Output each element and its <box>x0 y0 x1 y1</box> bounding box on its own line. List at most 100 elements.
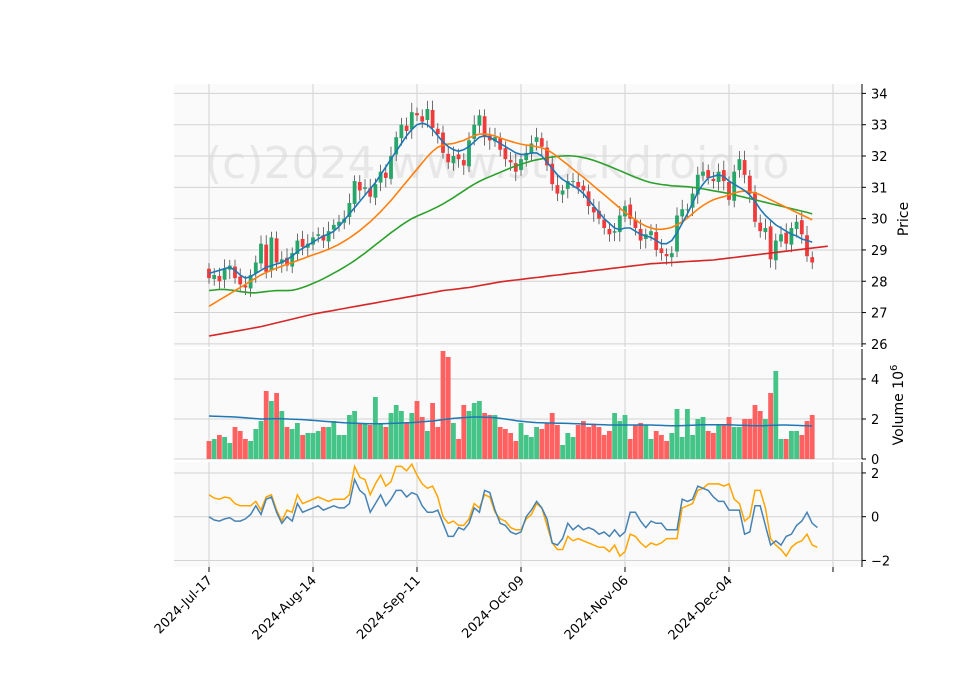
volume-bar <box>570 437 576 459</box>
price-axis-tick-label: 31 <box>871 181 888 196</box>
candle-down <box>768 226 773 260</box>
x-axis-tick-label: 2024-Aug-14 <box>250 573 320 643</box>
volume-bar <box>497 427 503 459</box>
candle-down <box>747 175 752 194</box>
volume-bar <box>471 403 477 459</box>
x-axis-tick-label: 2024-Sep-11 <box>354 573 424 643</box>
candle-down <box>274 238 279 263</box>
volume-bar <box>690 435 695 459</box>
candle-down <box>357 181 362 191</box>
candle-up <box>295 240 300 255</box>
price-axis-tick-label: 32 <box>871 150 888 165</box>
volume-bar <box>315 431 321 459</box>
candle-down <box>233 266 237 279</box>
volume-bar <box>440 351 446 459</box>
volume-bar <box>544 423 550 459</box>
volume-bar <box>700 417 706 459</box>
candle-up <box>253 262 258 274</box>
candle-up <box>279 259 284 264</box>
volume-bar <box>211 439 217 459</box>
price-axis-tick-label: 29 <box>871 244 888 259</box>
candle-up <box>763 228 768 233</box>
volume-bar <box>414 401 420 459</box>
candle-up <box>716 171 721 182</box>
candle-up <box>779 234 783 242</box>
candle-down <box>706 170 711 178</box>
candle-down <box>664 254 669 257</box>
candle-up <box>399 124 404 139</box>
x-axis-tick-label: 2024-Nov-06 <box>562 573 632 643</box>
volume-bar <box>737 427 742 459</box>
volume-axis-tick-label: 4 <box>871 373 879 388</box>
volume-bar <box>258 421 264 459</box>
volume-bar <box>809 415 815 459</box>
volume-bar <box>456 439 461 459</box>
volume-bar <box>378 423 383 459</box>
candle-up <box>680 209 685 217</box>
candle-up <box>259 243 263 264</box>
candle-down <box>727 181 731 200</box>
volume-axis-tick-label: 0 <box>871 453 879 468</box>
candle-down <box>597 210 601 219</box>
candle-down <box>238 276 243 285</box>
candle-up <box>560 190 565 195</box>
x-axis-tick-label: 2024-Jul-17 <box>152 573 216 637</box>
candle-down <box>758 222 763 232</box>
candle-down <box>420 116 425 122</box>
candle-down <box>550 163 555 185</box>
candle-down <box>321 235 326 241</box>
volume-bar <box>638 423 643 459</box>
volume-bar <box>549 413 555 459</box>
volume-bar <box>404 423 409 459</box>
volume-bar <box>222 437 227 459</box>
volume-bar <box>695 419 701 459</box>
candle-down <box>607 228 612 235</box>
volume-average-line <box>208 415 813 427</box>
candle-up <box>669 253 674 258</box>
volume-bar <box>243 439 248 459</box>
volume-bar <box>794 431 799 459</box>
volume-bar <box>217 435 222 459</box>
candle-up <box>389 156 393 179</box>
candle-down <box>810 257 815 263</box>
candle-up <box>789 228 794 245</box>
volume-bar <box>227 443 233 459</box>
candle-down <box>633 219 638 229</box>
volume-bar <box>487 415 493 459</box>
volume-bar <box>659 435 664 459</box>
volume-bar <box>357 423 363 459</box>
candle-up <box>373 184 378 198</box>
volume-bar <box>393 405 399 459</box>
volume-bar <box>716 425 721 459</box>
candle-down <box>602 219 607 229</box>
osc-panel-background <box>174 462 862 567</box>
volume-axis-label: Volume 106 <box>889 365 907 446</box>
candle-down <box>711 178 716 182</box>
volume-bar <box>289 429 295 459</box>
candle-down <box>207 268 211 279</box>
oscillator-line-b <box>208 462 818 558</box>
x-axis-tick-label: 2024-Dec-04 <box>666 573 736 643</box>
volume-bar <box>601 435 607 459</box>
volume-bar <box>466 411 472 459</box>
oscillator-axis-tick-label: −2 <box>871 554 890 569</box>
price-axis-tick-label: 33 <box>871 119 888 134</box>
candle-down <box>508 160 513 163</box>
candle-down <box>461 160 466 166</box>
volume-bar <box>383 427 389 459</box>
candle-up <box>451 156 456 164</box>
volume-bar <box>274 393 279 459</box>
volume-bar <box>586 427 591 459</box>
candle-down <box>503 148 508 160</box>
volume-bar <box>409 413 415 459</box>
candle-down <box>243 285 248 288</box>
volume-bar <box>503 429 508 459</box>
volume-bar <box>783 439 789 459</box>
volume-bar <box>653 431 659 459</box>
volume-bar <box>804 421 810 459</box>
candle-up <box>737 159 742 171</box>
candle-up <box>352 181 357 204</box>
volume-bar <box>612 413 617 459</box>
volume-bar <box>685 409 690 459</box>
volume-bar <box>757 411 763 459</box>
